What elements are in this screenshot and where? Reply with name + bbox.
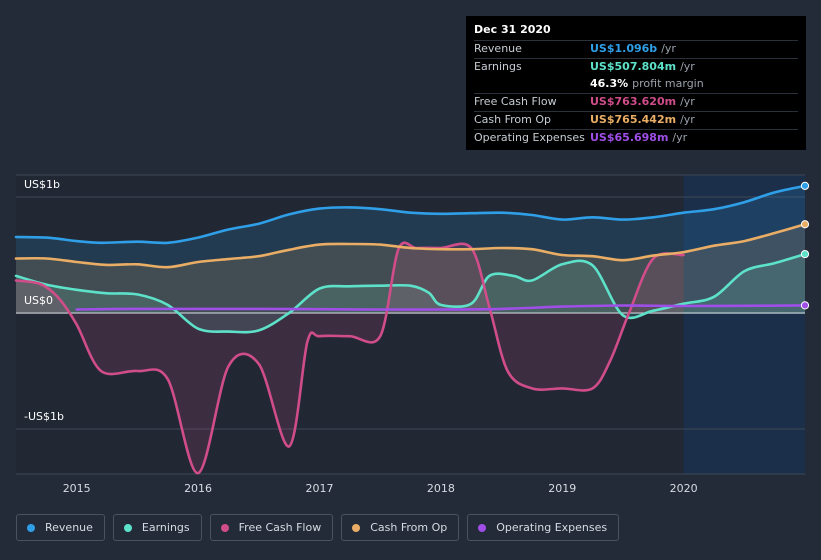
y-axis-labels: US$1b US$0 -US$1b: [24, 178, 64, 423]
legend-label: Free Cash Flow: [238, 521, 322, 534]
revenue-area: [16, 185, 805, 313]
series-end-markers: [800, 181, 810, 310]
legend: Revenue Earnings Free Cash Flow Cash From O…: [16, 514, 620, 541]
tooltip-row-unit: /yr: [680, 60, 695, 73]
x-tick-label: 2017: [305, 482, 333, 495]
legend-item-earnings[interactable]: Earnings: [112, 514, 202, 541]
earnings-line: [14, 252, 807, 334]
legend-item-free-cash-flow[interactable]: Free Cash Flow: [209, 514, 334, 541]
cash-from-op-line: [14, 223, 807, 269]
tooltip-row-operating-expenses: Operating Expenses US$65.698m/yr: [474, 129, 798, 147]
tooltip-row-earnings: Earnings US$507.804m/yr: [474, 58, 798, 76]
tooltip-date: Dec 31 2020: [474, 23, 551, 36]
tooltip-row-unit: /yr: [680, 113, 695, 126]
free-cash-flow-area: [16, 242, 684, 474]
x-axis-labels: 2015 2016 2017 2018 2019 2020: [63, 482, 698, 495]
tooltip-row-unit: /yr: [661, 42, 676, 55]
tooltip-row-unit: /yr: [672, 131, 688, 144]
cash-from-op-end-point: [800, 220, 810, 229]
x-tick-label: 2019: [548, 482, 576, 495]
tooltip-row-label: [474, 76, 590, 93]
legend-label: Revenue: [45, 521, 93, 534]
past-plot-bg: [16, 175, 684, 474]
revenue-end-point: [800, 181, 810, 190]
tooltip-rows: Revenue US$1.096b/yr Earnings US$507.804m/y…: [474, 40, 798, 147]
revenue-line: [14, 184, 807, 245]
legend-dot-icon: [220, 523, 229, 532]
legend-dot-icon: [352, 523, 361, 532]
series-lines: [14, 184, 807, 475]
x-tick-label: 2016: [184, 482, 212, 495]
tooltip-row-cash-from-op: Cash From Op US$765.442m/yr: [474, 111, 798, 129]
tooltip-row-free-cash-flow: Free Cash Flow US$763.620m/yr: [474, 93, 798, 111]
tooltip-row-unit: /yr: [680, 95, 695, 108]
tooltip-row-label: Revenue: [474, 42, 522, 55]
legend-label: Earnings: [141, 521, 190, 534]
earnings-end-point: [800, 249, 810, 259]
tooltip-row-value: US$1.096b: [590, 42, 658, 55]
y-tick-label: US$1b: [24, 178, 60, 191]
legend-dot-icon: [27, 523, 35, 532]
legend-label: Operating Expenses: [496, 521, 608, 534]
legend-dot-icon: [478, 523, 487, 532]
operating-expenses-end-point: [800, 301, 810, 310]
tooltip-row-label: Cash From Op: [474, 113, 552, 126]
legend-label: Cash From Op: [370, 521, 448, 534]
tooltip-row-label: Operating Expenses: [474, 131, 585, 144]
x-tick-label: 2020: [670, 482, 698, 495]
forecast-band: [683, 175, 805, 474]
operating-expenses-line: [75, 304, 807, 311]
y-tick-label: US$0: [24, 294, 53, 307]
y-tick-label: -US$1b: [24, 410, 64, 423]
earnings-area: [16, 254, 805, 333]
gridlines: [16, 174, 805, 475]
tooltip-row-revenue: Revenue US$1.096b/yr: [474, 40, 798, 58]
legend-item-operating-expenses[interactable]: Operating Expenses: [467, 514, 620, 541]
tooltip-row-unit: profit margin: [632, 77, 704, 90]
tooltip-row-value: US$765.442m: [590, 113, 677, 126]
tooltip-row-profit-margin: 46.3% profit margin: [474, 76, 798, 93]
tooltip-row-label: Earnings: [474, 60, 522, 73]
legend-item-cash-from-op[interactable]: Cash From Op: [341, 514, 460, 541]
tooltip-row-value: 46.3%: [590, 77, 629, 90]
tooltip-row-value: US$507.804m: [590, 60, 677, 73]
x-tick-label: 2015: [63, 482, 91, 495]
tooltip-row-value: US$65.698m: [590, 131, 669, 144]
tooltip: Dec 31 2020 Revenue US$1.096b/yr Earnings U…: [466, 16, 806, 150]
x-tick-label: 2018: [427, 482, 455, 495]
legend-item-revenue[interactable]: Revenue: [16, 514, 105, 541]
tooltip-row-label: Free Cash Flow: [474, 95, 557, 108]
legend-dot-icon: [123, 523, 132, 532]
free-cash-flow-line: [14, 241, 685, 475]
tooltip-row-value: US$763.620m: [590, 95, 677, 108]
